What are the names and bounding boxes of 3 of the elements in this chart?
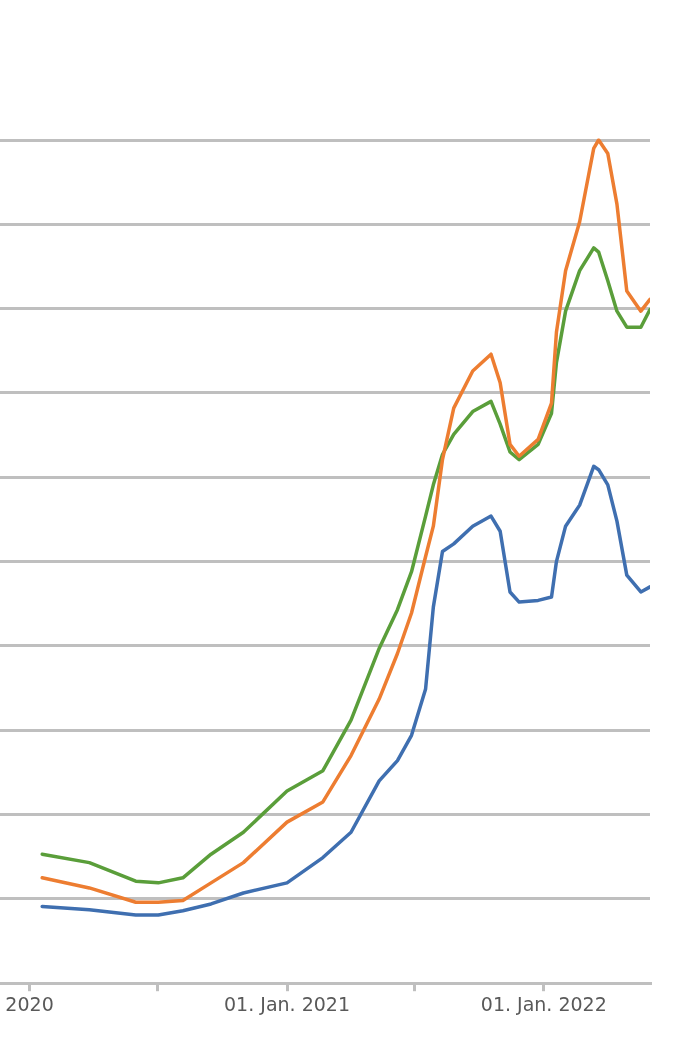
x-tick-label: 01. Jan. 2022 [480,992,607,1015]
x-tick-label: 2020 [5,992,54,1015]
x-tick-label: 01. Jan. 2021 [224,992,351,1015]
